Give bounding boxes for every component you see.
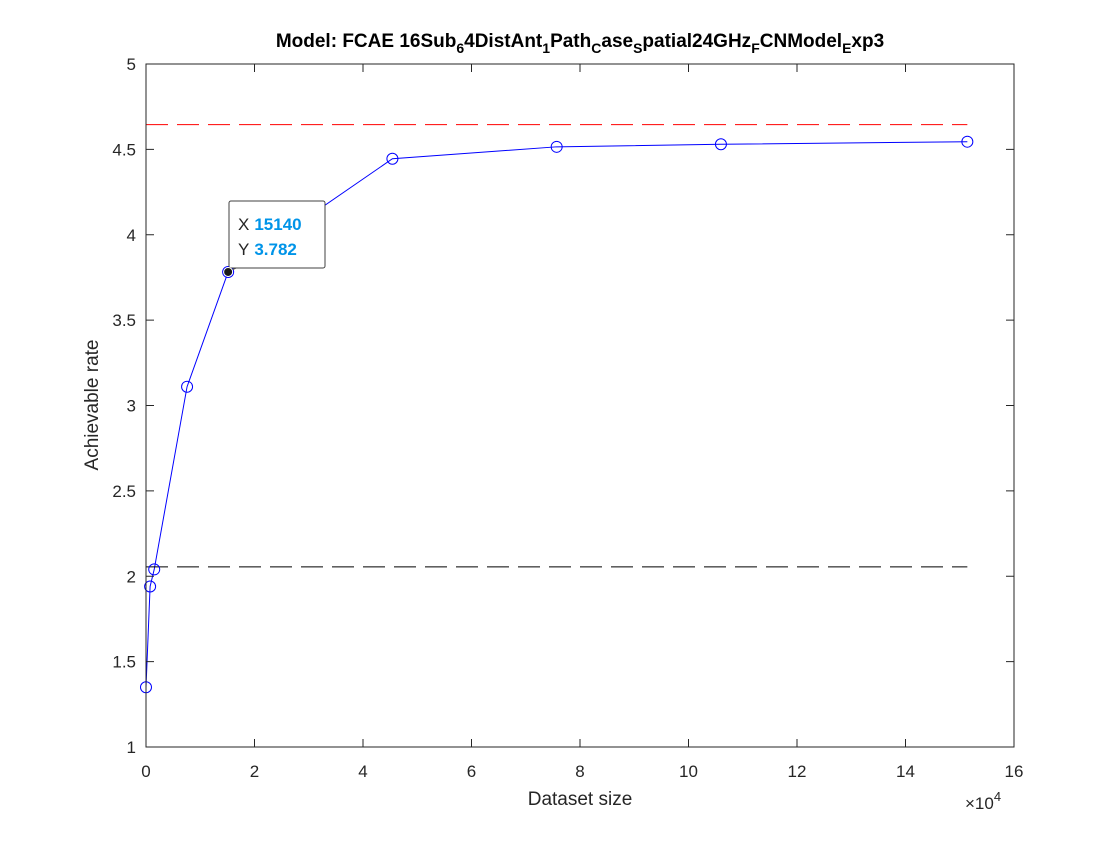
x-tick-label: 4: [358, 762, 367, 781]
y-tick-label: 4.5: [112, 140, 136, 159]
data-tip-y-label: Y: [238, 240, 249, 259]
y-tick-label: 4: [127, 226, 136, 245]
y-tick-label: 2.5: [112, 482, 136, 501]
data-tip-point: [223, 266, 234, 277]
chart-title-part-3: 1: [542, 40, 550, 56]
chart-title-part-11: E: [842, 40, 851, 56]
chart-title-part-4: Path: [550, 31, 591, 52]
series-0-point[interactable]: [714, 138, 727, 151]
chart-title-part-8: patial24GHz: [642, 31, 751, 52]
data-tip-y-value: 3.782: [254, 240, 297, 259]
data-tip-x-value: 15140: [254, 215, 301, 234]
y-tick-label: 1.5: [112, 653, 136, 672]
chart-title-part-10: CNModel: [760, 31, 842, 52]
x-axis-exponent-power: 4: [994, 789, 1001, 804]
chart-title-part-12: xp3: [851, 31, 884, 52]
y-tick-label: 3: [127, 397, 136, 416]
y-axis-label: Achievable rate: [82, 340, 103, 471]
series-0-point[interactable]: [386, 152, 399, 165]
chart-title-part-5: C: [591, 40, 601, 56]
y-tick-label: 1: [127, 738, 136, 757]
chart-title-part-7: S: [633, 40, 642, 56]
x-tick-label: 8: [575, 762, 584, 781]
series-0-point[interactable]: [961, 135, 974, 148]
y-tick-label: 5: [127, 55, 136, 74]
data-tip-x-row: X 15140: [238, 215, 302, 234]
x-axis-exponent: ×104: [965, 789, 1001, 813]
chart-title-part-2: 4DistAnt: [464, 31, 543, 52]
data-tip[interactable]: X 15140 Y 3.782: [223, 200, 326, 277]
y-tick-label: 2: [127, 567, 136, 586]
x-tick-label: 0: [141, 762, 150, 781]
y-tick-label: 3.5: [112, 311, 136, 330]
x-tick-label: 6: [467, 762, 476, 781]
x-tick-label: 2: [250, 762, 259, 781]
x-axis-exponent-base: ×10: [965, 794, 994, 813]
series-0-point[interactable]: [181, 380, 194, 393]
series-0-point[interactable]: [222, 265, 235, 278]
x-tick-label: 12: [788, 762, 807, 781]
chart-title-part-9: F: [751, 40, 760, 56]
chart-title-part-1: 6: [456, 40, 464, 56]
series-0-point[interactable]: [148, 563, 161, 576]
series-0-point[interactable]: [550, 140, 563, 153]
x-axis-label: Dataset size: [528, 789, 633, 810]
x-tick-label: 16: [1005, 762, 1024, 781]
x-tick-label: 14: [896, 762, 915, 781]
chart-title: Model: FCAE 16Sub64DistAnt1PathCaseSpati…: [276, 31, 884, 56]
axis-ticks: 0 2 4 6 8 10 12 14 16 1 1.5 2 2.5 3 3.5 4 4.5 5: [112, 55, 1023, 781]
chart-title-part-6: ase: [601, 31, 633, 52]
data-tip-x-label: X: [238, 215, 249, 234]
x-tick-label: 10: [679, 762, 698, 781]
data-tip-y-row: Y 3.782: [238, 240, 297, 259]
chart-title-part-0: Model: FCAE 16Sub: [276, 31, 457, 52]
series-0-point[interactable]: [144, 580, 157, 593]
data-tip-box: [228, 200, 326, 269]
